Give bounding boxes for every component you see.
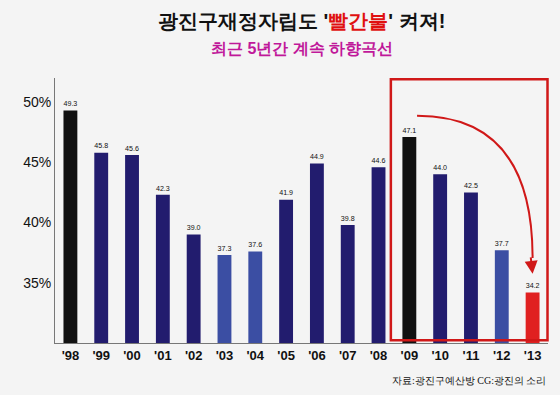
svg-text:45%: 45% bbox=[23, 154, 51, 170]
svg-text:'09: '09 bbox=[401, 348, 419, 363]
svg-text:'08: '08 bbox=[370, 348, 388, 363]
svg-text:'12: '12 bbox=[493, 348, 511, 363]
svg-text:45.6: 45.6 bbox=[125, 145, 139, 153]
svg-text:최근 5년간 계속 하향곡선: 최근 5년간 계속 하향곡선 bbox=[211, 40, 393, 57]
svg-text:40%: 40% bbox=[23, 214, 51, 230]
svg-text:자료:광진구예산방 CG:광진의 소리: 자료:광진구예산방 CG:광진의 소리 bbox=[392, 375, 546, 386]
svg-text:'03: '03 bbox=[216, 348, 234, 363]
svg-text:'04: '04 bbox=[246, 348, 264, 363]
svg-text:'10: '10 bbox=[431, 348, 449, 363]
svg-text:광진구재정자립도 '빨간불' 켜져!: 광진구재정자립도 '빨간불' 켜져! bbox=[158, 10, 445, 32]
svg-text:44.6: 44.6 bbox=[372, 157, 386, 165]
svg-text:44.9: 44.9 bbox=[310, 153, 324, 161]
svg-text:39.0: 39.0 bbox=[187, 224, 201, 232]
svg-text:42.5: 42.5 bbox=[464, 182, 478, 190]
svg-text:39.8: 39.8 bbox=[341, 215, 355, 223]
svg-text:41.9: 41.9 bbox=[279, 189, 293, 197]
svg-text:'13: '13 bbox=[524, 348, 542, 363]
svg-text:37.7: 37.7 bbox=[495, 240, 509, 248]
svg-text:37.6: 37.6 bbox=[248, 241, 262, 249]
svg-text:'01: '01 bbox=[154, 348, 172, 363]
svg-text:'02: '02 bbox=[185, 348, 203, 363]
svg-text:'00: '00 bbox=[123, 348, 141, 363]
svg-text:44.0: 44.0 bbox=[433, 164, 447, 172]
svg-text:'06: '06 bbox=[308, 348, 326, 363]
svg-text:'11: '11 bbox=[463, 348, 480, 363]
svg-text:49.3: 49.3 bbox=[63, 100, 77, 108]
svg-text:'99: '99 bbox=[92, 348, 110, 363]
svg-text:'98: '98 bbox=[62, 348, 80, 363]
svg-text:34.2: 34.2 bbox=[526, 282, 540, 290]
svg-text:50%: 50% bbox=[23, 94, 51, 110]
svg-text:'05: '05 bbox=[277, 348, 295, 363]
svg-text:37.3: 37.3 bbox=[218, 245, 232, 253]
svg-text:35%: 35% bbox=[23, 275, 51, 291]
svg-text:42.3: 42.3 bbox=[156, 185, 170, 193]
svg-text:45.8: 45.8 bbox=[94, 142, 108, 150]
svg-text:'07: '07 bbox=[339, 348, 357, 363]
svg-text:47.1: 47.1 bbox=[402, 127, 416, 135]
